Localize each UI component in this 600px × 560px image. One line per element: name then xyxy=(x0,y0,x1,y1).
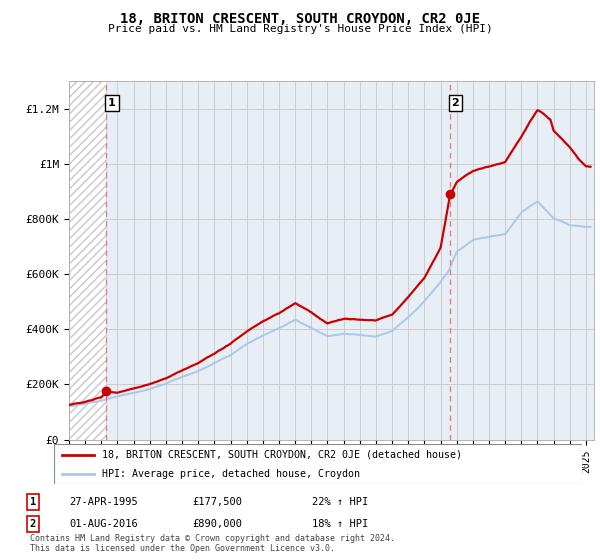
FancyBboxPatch shape xyxy=(54,444,582,484)
Text: 1: 1 xyxy=(108,98,116,108)
Bar xyxy=(69,81,106,440)
Text: £177,500: £177,500 xyxy=(192,497,242,507)
Text: 2: 2 xyxy=(452,98,459,108)
Text: Contains HM Land Registry data © Crown copyright and database right 2024.
This d: Contains HM Land Registry data © Crown c… xyxy=(30,534,395,553)
Text: 22% ↑ HPI: 22% ↑ HPI xyxy=(312,497,368,507)
Text: HPI: Average price, detached house, Croydon: HPI: Average price, detached house, Croy… xyxy=(101,469,359,478)
Text: 27-APR-1995: 27-APR-1995 xyxy=(69,497,138,507)
Text: 1: 1 xyxy=(30,497,36,507)
Text: Price paid vs. HM Land Registry's House Price Index (HPI): Price paid vs. HM Land Registry's House … xyxy=(107,24,493,34)
Text: 18, BRITON CRESCENT, SOUTH CROYDON, CR2 0JE: 18, BRITON CRESCENT, SOUTH CROYDON, CR2 … xyxy=(120,12,480,26)
Text: £890,000: £890,000 xyxy=(192,519,242,529)
Text: 01-AUG-2016: 01-AUG-2016 xyxy=(69,519,138,529)
Text: 18% ↑ HPI: 18% ↑ HPI xyxy=(312,519,368,529)
Text: 18, BRITON CRESCENT, SOUTH CROYDON, CR2 0JE (detached house): 18, BRITON CRESCENT, SOUTH CROYDON, CR2 … xyxy=(101,450,461,460)
Text: 2: 2 xyxy=(30,519,36,529)
